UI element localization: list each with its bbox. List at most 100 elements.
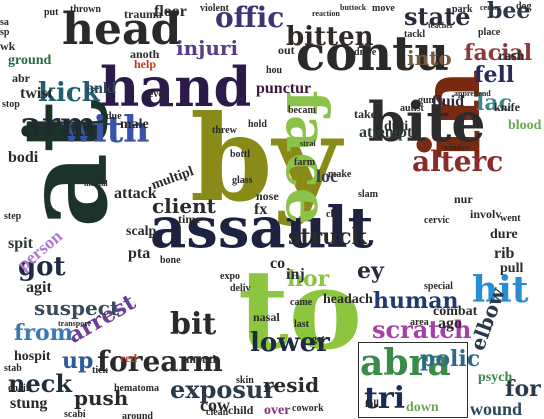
- word-up: up: [62, 348, 94, 374]
- word-abra: abra: [360, 342, 451, 384]
- word-transport: transport: [58, 319, 91, 328]
- word-cervic: cervic: [424, 215, 450, 226]
- word-due: due: [106, 111, 122, 122]
- word-assault: assault: [150, 195, 374, 261]
- word-mental: mental: [84, 179, 108, 188]
- word-chi: chi: [326, 209, 339, 220]
- word-violent: violent: [200, 3, 229, 14]
- word-pta: pta: [128, 245, 151, 262]
- word-scabi: scabi: [64, 409, 86, 419]
- word-strai: strai: [300, 139, 316, 148]
- word-by: by: [190, 89, 342, 228]
- word-hou: hou: [266, 65, 283, 76]
- word-buttock: buttock: [340, 3, 367, 12]
- word-came: came: [290, 297, 313, 308]
- word-dure: dure: [490, 227, 518, 242]
- word-fell: fell: [474, 62, 515, 88]
- word-hand: hand: [100, 55, 252, 119]
- word-center: center: [480, 3, 502, 12]
- word-thrown: thrown: [70, 4, 101, 15]
- word-client: client: [152, 194, 216, 218]
- word-sa: sa: [0, 17, 9, 28]
- word-knife: knife: [494, 100, 521, 114]
- word-red: red: [120, 351, 138, 365]
- word-rib: rib: [494, 245, 515, 262]
- word-multipl: multipl: [149, 164, 196, 194]
- word-stab: stab: [4, 363, 22, 374]
- word-skin: skin: [236, 375, 254, 386]
- word-lac: lac: [476, 90, 513, 116]
- word-move: move: [372, 3, 395, 14]
- word-alterc: alterc: [412, 145, 504, 178]
- word-hor: hor: [287, 266, 330, 292]
- word-chair: chair: [8, 383, 31, 394]
- word-make: make: [328, 169, 352, 180]
- word-scratch: scratch: [372, 315, 472, 344]
- word-suspect: suspect: [34, 296, 120, 320]
- word-cowork: cowork: [292, 403, 324, 414]
- word-lower: lower: [250, 328, 330, 358]
- word-twist: twist: [20, 85, 53, 102]
- word-loc: loc: [316, 166, 338, 186]
- word-ey: ey: [357, 258, 384, 284]
- word-around: around: [122, 411, 153, 419]
- word-ankl: ankl: [86, 80, 117, 97]
- word-becam: becam: [288, 105, 316, 116]
- word-special: special: [424, 281, 453, 292]
- word-nose: nose: [256, 189, 279, 203]
- word-co: co: [270, 255, 286, 272]
- word-sp: sp: [0, 27, 10, 38]
- word-step: step: [4, 211, 22, 222]
- word-clean: clean: [206, 407, 229, 418]
- word-window: window: [444, 143, 471, 152]
- word-farm: farm: [294, 157, 316, 168]
- word-threw: threw: [212, 125, 237, 136]
- word-bitten: bitten: [286, 22, 374, 52]
- word-punctur: punctur: [256, 80, 312, 97]
- word-from: from: [14, 320, 74, 346]
- word-offic: offic: [215, 1, 285, 34]
- word-tackl: tackl: [404, 29, 426, 40]
- word-nasal: nasal: [253, 310, 280, 324]
- word-psych: psych: [478, 370, 513, 385]
- word-stung: stung: [10, 395, 48, 412]
- word-glass: glass: [232, 175, 253, 186]
- word-down: down: [406, 400, 439, 415]
- word-slam: slam: [358, 189, 378, 200]
- word-anoth: anoth: [130, 47, 160, 61]
- word-area: area: [410, 317, 429, 328]
- word-put: put: [44, 7, 59, 18]
- word-get: get: [312, 334, 325, 345]
- word-take: take: [354, 107, 376, 121]
- word-ago: ago: [438, 315, 462, 332]
- word-involv: involv: [470, 207, 502, 221]
- word-apprehend: apprehend: [454, 89, 491, 98]
- word-abr: abr: [12, 71, 30, 85]
- word-wk: wk: [0, 39, 16, 53]
- word-bone: bone: [160, 255, 181, 266]
- word-tri: tri: [364, 381, 406, 416]
- word-blood: blood: [508, 118, 542, 133]
- word-bite: bite: [368, 90, 486, 154]
- word-attempt: attempt: [359, 124, 413, 141]
- word-head: head: [62, 4, 182, 55]
- word-human: human: [373, 288, 459, 314]
- word-arm: arm: [20, 105, 96, 145]
- word-for: for: [505, 376, 541, 402]
- word-duti: duti: [384, 119, 409, 134]
- word-child: child: [228, 403, 254, 417]
- word-state: state: [404, 2, 471, 31]
- word-gun: gun: [418, 95, 435, 106]
- word-attack: attack: [114, 185, 157, 202]
- word-trauma: trauma: [124, 7, 162, 21]
- word-contu: contu: [296, 26, 450, 82]
- word-nur: nur: [454, 192, 473, 206]
- word-facial: facial: [464, 40, 533, 66]
- word-autist: autist: [400, 103, 424, 114]
- word-reaction: reaction: [312, 9, 340, 18]
- word-male: male: [120, 117, 149, 132]
- word-kick: kick: [38, 78, 100, 108]
- word-fx: fx: [254, 201, 268, 218]
- word-hospit: hospit: [14, 349, 51, 364]
- word-with: with: [62, 109, 150, 151]
